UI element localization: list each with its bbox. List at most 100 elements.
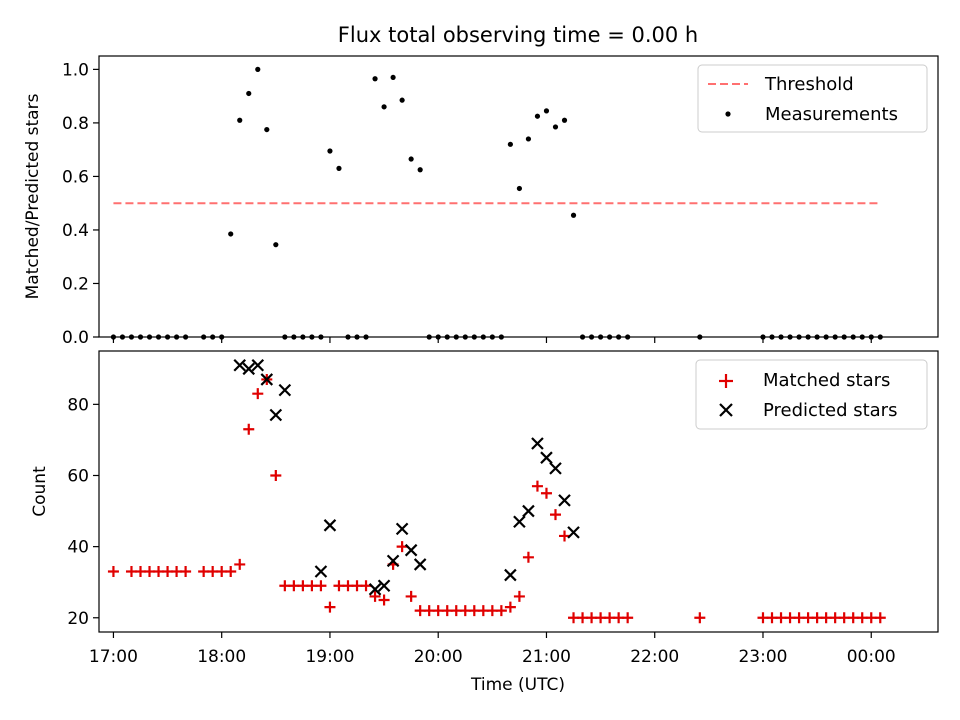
bottom-legend: Matched stars Predicted stars [695,359,928,430]
y-tick-label: 60 [67,466,89,486]
predicted-star-marker [558,494,571,507]
predicted-star-marker [368,583,382,596]
x-tick-label: 17:00 [89,647,138,667]
measurement-point [399,97,405,103]
measurement-point [255,66,261,72]
matched-star-marker [324,601,336,613]
matched-star-marker [315,580,327,592]
legend-matched-label: Matched stars [763,370,890,391]
predicted-star-marker [504,568,517,582]
matched-star-marker [531,480,543,492]
x-tick-label: 00:00 [847,647,896,667]
measurement-point [417,167,423,173]
measurement-point [516,185,523,192]
bottom-legend-box [695,359,928,430]
measurement-point [507,141,513,147]
legend-matched-swatch [719,374,733,388]
predicted-star-marker [251,358,265,372]
legend-predicted-label: Predicted stars [763,400,897,421]
predicted-star-marker [233,358,247,372]
predicted-star-marker [567,526,580,539]
matched-star-marker [252,388,264,400]
x-tick-label: 22:00 [630,647,679,667]
matched-star-marker [107,566,119,578]
matched-star-marker [540,487,552,499]
matched-star-marker [622,612,634,624]
predicted-star-marker [269,408,283,422]
predicted-star-marker [314,565,328,578]
measurement-point [552,124,559,130]
matched-star-marker [234,558,246,570]
measurement-point [390,74,396,81]
matched-star-marker [405,590,417,602]
matched-star-marker [369,590,381,602]
top-y-axis-label: Matched/Predicted stars [23,93,43,299]
y-tick-label: 0.8 [62,114,89,134]
measurement-point [327,148,333,154]
predicted-star-marker [549,462,562,475]
top-legend-box [697,64,928,133]
measurement-point [237,117,243,123]
bottom-axes-frame [98,350,939,633]
matched-star-marker [180,566,192,578]
x-tick-label: 18:00 [197,647,246,667]
y-tick-label: 20 [67,609,89,629]
predicted-star-marker [540,451,553,464]
y-tick-label: 0.2 [62,274,89,294]
top-legend: Threshold Measurements [697,64,928,133]
matched-star-marker [225,566,237,578]
top-axes-frame [98,55,939,338]
matched-star-marker [559,530,571,542]
measurement-point [525,136,532,142]
measurement-point [534,113,541,119]
y-tick-label: 80 [67,395,89,415]
x-tick-label: 19:00 [305,647,354,667]
matched-star-marker [243,423,255,435]
bottom-plot-area: 20 40 60 80 17:00 18:00 19:00 20:00 21:00 22:00 23… [67,358,896,667]
legend-threshold-label: Threshold [764,74,854,95]
predicted-star-marker [278,383,292,397]
predicted-star-marker [413,558,427,571]
matched-star-marker [270,469,282,481]
matched-star-marker [396,541,408,553]
figure-title: Flux total observing time = 0.00 h [338,23,698,47]
predicted-star-marker [404,543,418,557]
predicted-star-marker [377,579,391,593]
matched-star-marker [549,509,561,521]
matched-star-marker [360,580,372,592]
matched-star-marker [513,590,525,602]
measurement-point [570,212,577,218]
y-tick-label: 0.4 [62,221,89,241]
predicted-star-marker [522,504,535,518]
measurement-point [561,117,568,123]
x-tick-label: 23:00 [738,647,787,667]
legend-predicted-swatch [719,403,733,417]
predicted-star-marker [531,437,544,450]
matched-star-marker [522,551,534,563]
predicted-star-marker [386,554,400,568]
predicted-star-marker [323,519,337,532]
y-tick-label: 0.0 [62,328,89,348]
predicted-star-marker [395,522,409,536]
measurement-point [336,165,342,171]
matched-star-marker [694,612,706,624]
y-tick-label: 1.0 [62,60,89,80]
bottom-y-axis-label: Count [30,466,50,517]
predicted-star-marker [242,362,256,376]
measurement-point [381,104,387,110]
matched-star-marker [378,594,390,606]
measurement-point [264,126,270,133]
measurement-point [408,156,414,162]
measurement-point [543,108,550,114]
measurement-point [228,231,234,237]
predicted-star-marker [260,373,274,386]
legend-measurements-label: Measurements [765,104,898,125]
matched-star-marker [495,605,507,617]
bottom-x-axis-label: Time (UTC) [470,675,565,695]
legend-measurements-swatch [725,111,731,117]
matched-star-marker [504,601,516,613]
matched-star-marker [874,612,886,624]
y-tick-label: 40 [67,538,89,558]
y-tick-label: 0.6 [62,167,89,187]
